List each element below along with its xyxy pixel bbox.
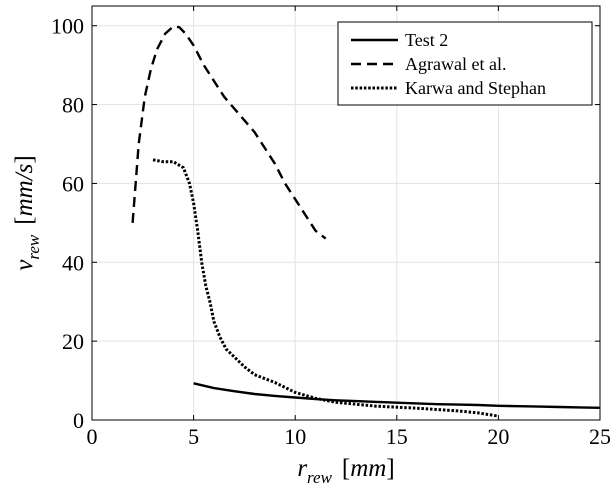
x-tick-label: 20 [487,424,509,449]
series-line-0 [193,382,601,409]
y-tick-label: 40 [62,250,84,275]
series-line-2 [152,158,499,418]
y-tick-label: 100 [51,14,84,39]
x-tick-label: 25 [589,424,610,449]
legend-label-karwa: Karwa and Stephan [405,78,546,98]
y-tick-label: 80 [62,93,84,118]
x-tick-label: 10 [284,424,306,449]
series-line-1 [131,25,327,240]
x-axis-label: rrew [mm] [297,455,394,487]
ticks: 0 5 10 15 20 25 0 20 40 60 80 100 [51,6,610,449]
y-tick-label: 20 [62,329,84,354]
y-axis-label: vrew[mm/s] [11,155,43,270]
x-tick-label: 5 [188,424,199,449]
plot-frame [91,5,601,421]
legend-label-test-2: Test 2 [405,30,448,50]
legend-box [337,21,593,106]
series-layer [131,25,601,418]
legend-label-agrawal: Agrawal et al. [405,54,506,74]
y-tick-label: 60 [62,171,84,196]
y-tick-label: 0 [73,408,84,433]
legend: Test 2 Agrawal et al. Karwa and Stephan [337,21,593,106]
x-tick-label: 15 [386,424,408,449]
x-tick-label: 0 [87,424,98,449]
